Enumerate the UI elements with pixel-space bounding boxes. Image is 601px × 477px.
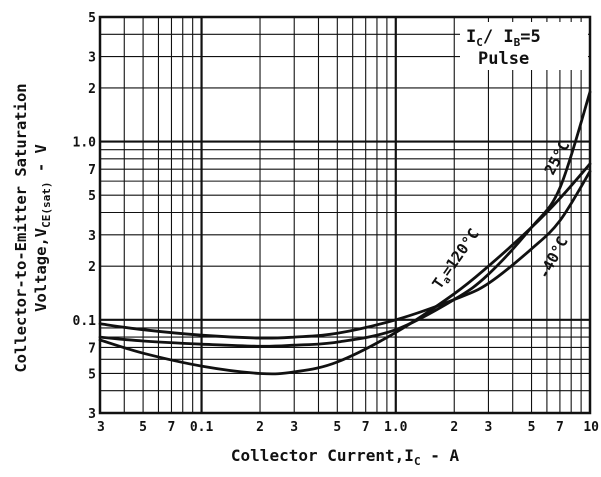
x-tick-labels: 3 5 7 0.1 2 3 5 7 1.0 2 3 5 7 10 xyxy=(97,420,599,435)
y-tick-label: 2 xyxy=(88,260,96,275)
grid-minor xyxy=(99,16,590,414)
x-tick-label: 0.1 xyxy=(190,420,214,435)
x-tick-label: 7 xyxy=(168,420,176,435)
y-axis-label: Collector-to-Emitter Saturation Voltage,… xyxy=(11,83,57,372)
y-tick-label: 3 xyxy=(88,229,96,244)
x-tick-label: 2 xyxy=(450,420,458,435)
y-tick-label: 2 xyxy=(88,82,96,97)
y-tick-label: 3 xyxy=(88,407,96,422)
y-axis-label-line1: Collector-to-Emitter Saturation xyxy=(11,83,30,373)
y-tick-label: 7 xyxy=(88,341,96,356)
x-tick-label: 7 xyxy=(556,420,564,435)
series-label-25: 25°C xyxy=(541,138,574,178)
y-tick-label: 7 xyxy=(88,163,96,178)
grid-major xyxy=(100,17,590,413)
y-tick-label: 5 xyxy=(88,189,96,204)
series-line-25 xyxy=(98,90,592,348)
x-tick-label: 10 xyxy=(583,420,599,435)
condition-box xyxy=(460,22,588,70)
x-tick-label: 1.0 xyxy=(384,420,408,435)
y-tick-label: 0.1 xyxy=(73,314,97,329)
condition-label: IC/ IB=5 xyxy=(466,27,541,49)
x-tick-label: 3 xyxy=(290,420,298,435)
x-tick-label: 5 xyxy=(333,420,341,435)
series-line-minus40 xyxy=(98,170,592,340)
y-axis-label-wrap: Collector-to-Emitter Saturation Voltage,… xyxy=(6,12,62,444)
x-tick-label: 5 xyxy=(139,420,147,435)
pulse-label: Pulse xyxy=(478,49,529,69)
x-tick-label: 3 xyxy=(97,420,105,435)
plot-frame xyxy=(98,15,592,415)
x-tick-label: 2 xyxy=(256,420,264,435)
x-axis-label: Collector Current,IC - A xyxy=(230,446,460,469)
series-group xyxy=(98,90,592,376)
x-tick-label: 3 xyxy=(485,420,493,435)
y-tick-label: 3 xyxy=(88,51,96,66)
y-tick-labels: 3 5 7 0.1 2 3 5 7 1.0 2 3 5 xyxy=(73,11,97,422)
y-tick-label: 5 xyxy=(88,11,96,26)
y-axis-label-line2: Voltage,VCE(sat) - V xyxy=(31,144,54,312)
y-tick-label: 1.0 xyxy=(73,136,97,151)
x-tick-label: 5 xyxy=(528,420,536,435)
x-tick-label: 7 xyxy=(362,420,370,435)
y-tick-label: 5 xyxy=(88,367,96,382)
